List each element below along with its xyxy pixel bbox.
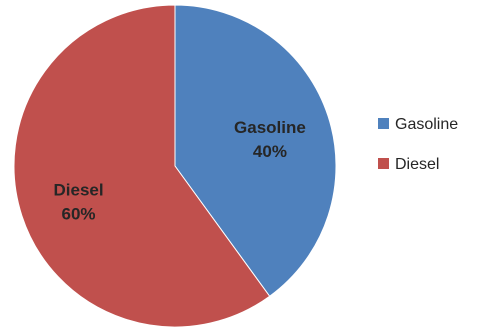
data-label-percent-gasoline: 40% [253,142,287,161]
data-label-percent-diesel: 60% [62,204,96,223]
legend-label-gasoline: Gasoline [395,116,458,133]
legend-swatch-diesel [378,158,389,169]
pie-slices [13,4,337,327]
data-label-category-diesel: Diesel [53,180,103,199]
legend-swatch-gasoline [378,118,389,129]
data-label-category-gasoline: Gasoline [234,118,306,137]
chart-legend: Gasoline Diesel [378,116,458,173]
pie-slice-diesel [13,4,271,327]
legend-label-diesel: Diesel [395,156,439,173]
pie-data-labels: Gasoline 40% Diesel 60% [53,118,305,223]
pie-slice-gasoline [174,4,337,297]
